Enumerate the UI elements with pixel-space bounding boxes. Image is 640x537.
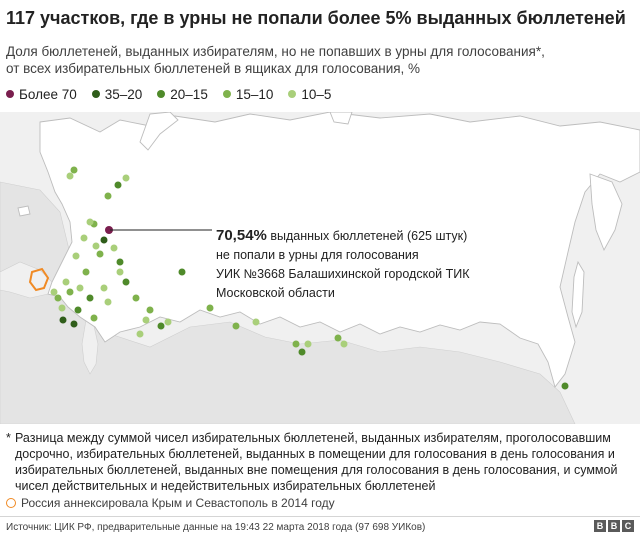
station-dot	[114, 181, 122, 189]
station-dot	[561, 382, 569, 390]
station-dot	[110, 244, 118, 252]
station-dot	[54, 294, 62, 302]
caspian-sea	[81, 319, 99, 375]
crimea-note: Россия аннексировала Крым и Севастополь …	[6, 496, 335, 510]
station-dot	[96, 250, 104, 258]
station-dot	[142, 316, 150, 324]
station-dot	[116, 268, 124, 276]
station-dot	[136, 330, 144, 338]
chart-title: 117 участков, где в урны не попали более…	[6, 8, 626, 28]
legend-dot-icon	[288, 90, 297, 98]
severnaya-zemlya	[329, 112, 353, 125]
station-dot	[157, 322, 165, 330]
novaya-zemlya	[139, 112, 179, 151]
station-dot	[334, 334, 342, 342]
callout: 70,54% выданных бюллетеней (625 штук) не…	[216, 226, 516, 303]
russia-land	[39, 112, 640, 388]
station-dot	[90, 314, 98, 322]
station-dot	[132, 294, 140, 302]
station-dot	[104, 298, 112, 306]
crimea-note-text: Россия аннексировала Крым и Севастополь …	[21, 496, 335, 510]
callout-line-1: 70,54% выданных бюллетеней (625 штук)	[216, 226, 516, 246]
legend-item-35-20: 35–20	[91, 86, 143, 102]
legend-item-15-10: 15–10	[222, 86, 274, 102]
legend-dot-icon	[6, 90, 14, 98]
legend-label: 35–20	[104, 86, 143, 102]
callout-line-1-rest: выданных бюллетеней (625 штук)	[266, 229, 468, 243]
station-dot	[340, 340, 348, 348]
station-dot	[292, 340, 300, 348]
station-dot	[100, 284, 108, 292]
station-dot	[206, 304, 214, 312]
kamchatka	[589, 173, 623, 252]
station-dot	[82, 268, 90, 276]
station-dot	[62, 278, 70, 286]
legend-item-20-15: 20–15	[157, 87, 208, 102]
map	[0, 112, 640, 424]
station-dot	[146, 306, 154, 314]
station-dot	[122, 278, 130, 286]
chart-subtitle: Доля бюллетеней, выданных избирателям, н…	[6, 43, 636, 77]
source-note: Источник: ЦИК РФ, предварительные данные…	[6, 522, 426, 533]
station-dot	[116, 258, 124, 266]
station-dot	[59, 316, 67, 324]
legend-label: 20–15	[170, 86, 208, 102]
map-svg	[0, 112, 640, 424]
callout-value: 70,54%	[216, 227, 267, 244]
bbc-logo-letter: B	[594, 520, 606, 532]
crimea-outline	[28, 267, 50, 292]
bbc-logo-letter: C	[622, 520, 634, 532]
footnote: * Разница между суммой чисел избирательн…	[6, 430, 634, 494]
station-dot	[105, 226, 113, 234]
station-dot	[164, 318, 172, 326]
station-dot	[178, 268, 186, 276]
callout-line-4: Московской области	[216, 286, 335, 300]
legend-item-10-5: 10–5	[288, 87, 331, 102]
legend-label: 10–5	[301, 86, 332, 102]
station-dot	[252, 318, 260, 326]
station-dot	[70, 166, 78, 174]
station-dot	[298, 348, 306, 356]
footnote-star: *	[6, 431, 11, 445]
callout-line-2: не попали в урны для голосования	[216, 248, 419, 262]
footer-divider	[0, 516, 640, 517]
legend-label: 15–10	[235, 86, 274, 102]
station-dot	[122, 174, 130, 182]
station-dot	[232, 322, 240, 330]
station-dot	[80, 234, 88, 242]
subtitle-line-1: Доля бюллетеней, выданных избирателям, н…	[6, 44, 545, 59]
station-dot	[74, 306, 82, 314]
station-dot	[104, 192, 112, 200]
station-dot	[100, 236, 108, 244]
station-dot	[58, 304, 66, 312]
bbc-logo-letter: B	[608, 520, 620, 532]
footnote-text: Разница между суммой чисел избирательных…	[15, 431, 618, 493]
station-dot	[92, 242, 100, 250]
legend-item-over-70: Более 70	[6, 87, 77, 102]
sakhalin	[571, 260, 585, 329]
legend-label: Более 70	[19, 86, 77, 102]
station-dot	[304, 340, 312, 348]
station-dot	[86, 294, 94, 302]
subtitle-line-2: от всех избирательных бюллетеней в ящика…	[6, 61, 421, 76]
legend-dot-icon	[91, 90, 100, 98]
station-dot	[66, 172, 74, 180]
bbc-logo: B B C	[592, 520, 634, 532]
crimea-ring-icon	[6, 498, 16, 508]
callout-line-3: УИК №3668 Балашихинской городской ТИК	[216, 267, 470, 281]
legend-dot-icon	[222, 90, 231, 98]
station-dot	[76, 284, 84, 292]
legend-dot-icon	[157, 90, 166, 98]
legend: Более 70 35–20 20–15 15–10 10–5	[6, 86, 346, 102]
station-dot	[66, 288, 74, 296]
station-dot	[50, 288, 58, 296]
station-dot	[70, 320, 78, 328]
polling-stations	[50, 166, 569, 390]
station-dot	[72, 252, 80, 260]
station-dot	[86, 218, 94, 226]
kaliningrad	[17, 205, 31, 217]
